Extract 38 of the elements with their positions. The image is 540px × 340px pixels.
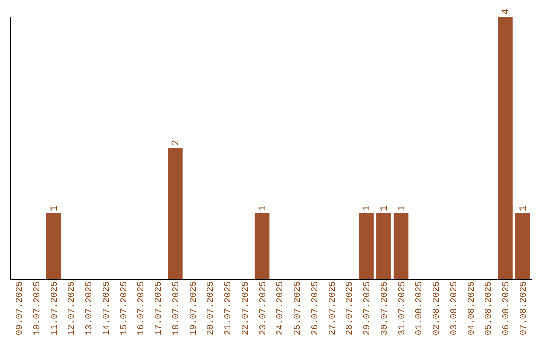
x-tick-label: 01.08.2025	[414, 282, 425, 336]
x-tick-label: 11.07.2025	[50, 282, 60, 336]
x-tick-label: 15.07.2025	[119, 282, 130, 336]
data-label: 1	[258, 205, 270, 212]
data-label: 4	[502, 8, 513, 15]
x-tick-label: 05.08.2025	[484, 282, 494, 336]
x-tick-label: 14.07.2025	[102, 282, 112, 336]
x-tick-label: 31.07.2025	[397, 282, 408, 336]
data-label: 2	[171, 140, 182, 146]
x-tick-label: 27.07.2025	[328, 282, 338, 336]
data-label: 1	[518, 205, 530, 212]
x-tick-label: 30.07.2025	[380, 282, 390, 336]
x-tick-label: 06.08.2025	[502, 282, 512, 336]
data-label: 1	[362, 205, 374, 212]
x-tick-label: 22.07.2025	[240, 282, 251, 336]
x-tick-label: 29.07.2025	[362, 282, 373, 336]
x-tick-label: 03.08.2025	[449, 282, 460, 336]
data-label: 1	[380, 205, 391, 212]
x-tick-label: 02.08.2025	[432, 282, 442, 336]
x-tick-label: 16.07.2025	[136, 282, 147, 336]
x-tick-label: 10.07.2025	[32, 282, 42, 336]
x-tick-label: 18.07.2025	[171, 282, 182, 336]
x-tick-label: 19.07.2025	[188, 282, 199, 336]
x-tick-label: 04.08.2025	[466, 282, 477, 336]
x-tick-label: 12.07.2025	[67, 282, 78, 336]
x-tick-label: 09.07.2025	[15, 282, 26, 336]
x-tick-label: 28.07.2025	[345, 282, 356, 336]
x-tick-label: 24.07.2025	[276, 282, 286, 336]
x-tick-label: 25.07.2025	[293, 282, 304, 336]
x-tick-label: 17.07.2025	[154, 282, 164, 336]
x-tick-label: 20.07.2025	[206, 282, 216, 336]
x-tick-label: 23.07.2025	[258, 282, 268, 336]
data-label: 1	[50, 205, 61, 212]
x-tick-label: 21.07.2025	[224, 282, 234, 336]
x-tick-label: 26.07.2025	[310, 282, 320, 336]
x-tick-label: 13.07.2025	[84, 282, 95, 336]
x-tick-label: 07.08.2025	[518, 282, 529, 336]
data-label: 1	[397, 205, 408, 212]
